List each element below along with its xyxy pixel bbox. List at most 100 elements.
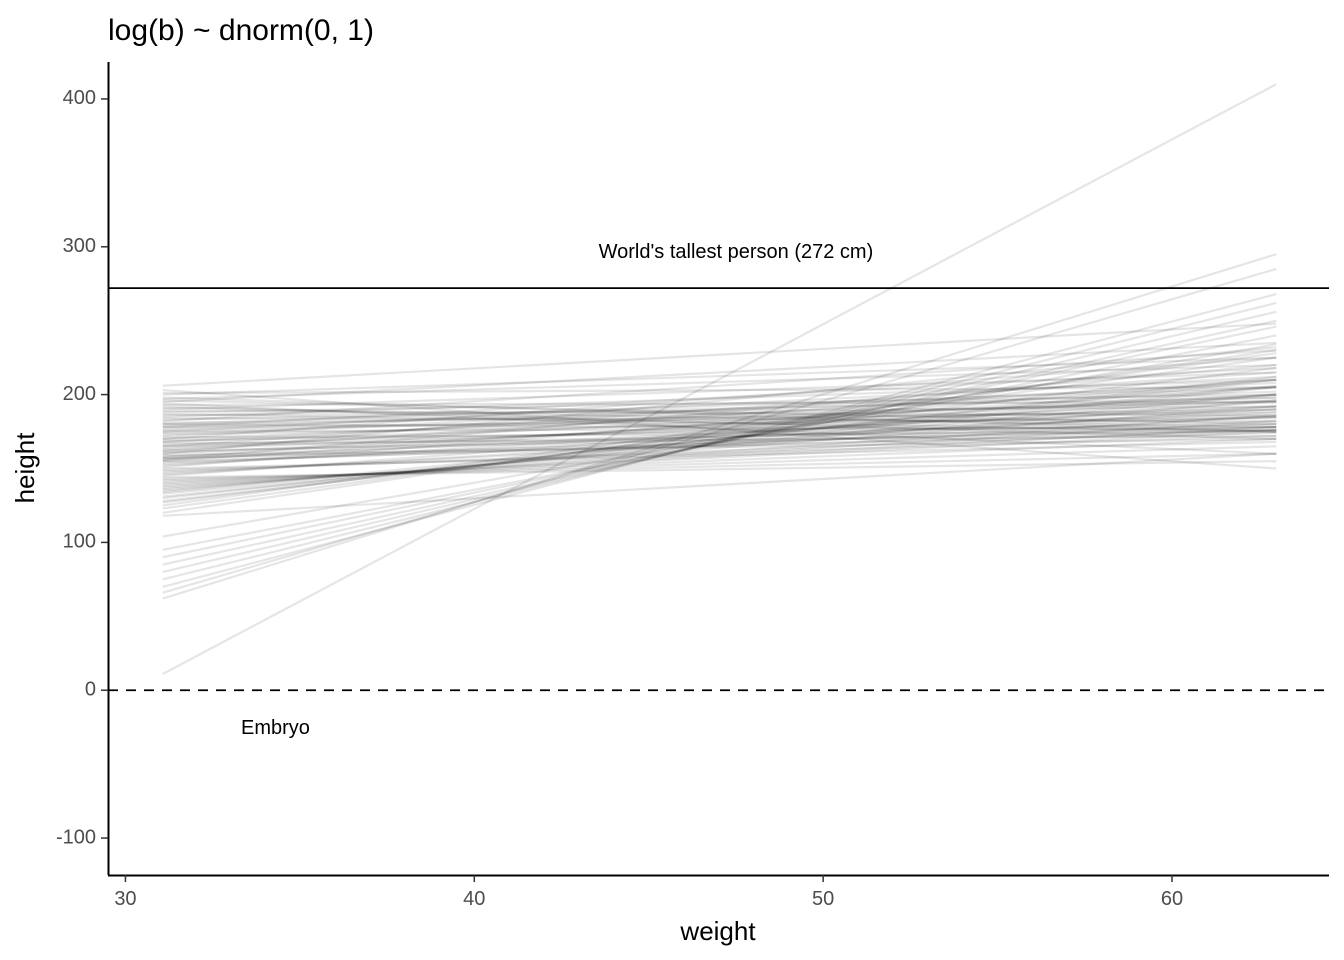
regression-line-35 — [162, 434, 1277, 472]
regression-line-62 — [162, 405, 1277, 443]
regression-line-83 — [162, 378, 1277, 418]
regression-line-27 — [162, 437, 1277, 483]
regression-line-53 — [162, 378, 1277, 452]
regression-line-94 — [162, 399, 1277, 426]
regression-line-11 — [162, 452, 1277, 517]
x-tick-label: 50 — [812, 888, 834, 910]
regression-line-80 — [162, 349, 1277, 423]
regression-line-18 — [162, 386, 1277, 498]
regression-line-91 — [162, 400, 1277, 407]
regression-line-96 — [162, 396, 1277, 433]
y-tick-label: 400 — [63, 87, 96, 109]
regression-line-20 — [162, 384, 1277, 494]
regression-line-67 — [162, 381, 1277, 438]
regression-line-16 — [162, 375, 1277, 503]
x-tick-label: 60 — [1161, 888, 1183, 910]
regression-line-87 — [162, 409, 1277, 417]
regression-line-6 — [162, 310, 1277, 574]
regression-line-89 — [162, 406, 1277, 429]
regression-line-41 — [162, 428, 1277, 463]
regression-line-66 — [162, 430, 1277, 439]
y-ticks: -100 0 100 200 300 400 — [56, 87, 108, 848]
regression-line-5 — [162, 301, 1277, 581]
regression-line-51 — [162, 399, 1277, 455]
regression-line-33 — [162, 415, 1277, 475]
regression-line-92 — [162, 402, 1277, 455]
regression-line-1 — [162, 83, 1277, 675]
regression-line-19 — [162, 393, 1277, 495]
regression-line-60 — [162, 434, 1277, 445]
regression-line-3 — [162, 267, 1277, 594]
regression-line-86 — [162, 393, 1277, 414]
regression-line-26 — [162, 430, 1277, 485]
chart-title: log(b) ~ dnorm(0, 1) — [108, 14, 374, 47]
regression-line-76 — [162, 400, 1277, 427]
reference-lines: World's tallest person (272 cm) Embryo — [108, 241, 1329, 739]
regression-line-43 — [162, 363, 1277, 461]
regression-line-23 — [162, 414, 1277, 489]
regression-line-45 — [162, 426, 1277, 460]
regression-line-38 — [162, 400, 1277, 467]
regression-line-10 — [162, 343, 1277, 538]
regression-line-59 — [162, 415, 1277, 446]
regression-line-70 — [162, 375, 1277, 433]
regression-line-88 — [162, 371, 1277, 411]
regression-line-85 — [162, 412, 1277, 433]
regression-line-17 — [162, 378, 1277, 500]
regression-line-100 — [162, 322, 1277, 387]
regression-line-47 — [162, 393, 1277, 458]
regression-line-24 — [162, 420, 1277, 488]
regression-line-42 — [162, 386, 1277, 463]
axes: -100 0 100 200 300 400 30 40 50 60 — [56, 62, 1329, 910]
regression-line-49 — [162, 437, 1277, 457]
regression-line-93 — [162, 341, 1277, 404]
tallest-label: World's tallest person (272 cm) — [599, 241, 874, 263]
regression-line-54 — [162, 428, 1277, 452]
regression-line-46 — [162, 431, 1277, 460]
regression-line-68 — [162, 414, 1277, 436]
regression-line-15 — [162, 366, 1277, 504]
regression-line-7 — [162, 319, 1277, 566]
regression-line-44 — [162, 405, 1277, 461]
regression-line-84 — [162, 405, 1277, 417]
regression-line-8 — [162, 325, 1277, 559]
x-tick-label: 40 — [463, 888, 485, 910]
regression-lines — [162, 83, 1277, 675]
y-tick-label: 200 — [63, 383, 96, 405]
regression-line-29 — [162, 452, 1277, 480]
regression-line-37 — [162, 378, 1277, 469]
y-tick-label: -100 — [56, 826, 96, 848]
regression-line-55 — [162, 408, 1277, 451]
regression-line-81 — [162, 396, 1277, 421]
regression-line-28 — [162, 445, 1277, 482]
regression-line-40 — [162, 423, 1277, 464]
x-axis-title: weight — [679, 916, 756, 946]
regression-line-99 — [162, 389, 1277, 470]
regression-line-74 — [162, 417, 1277, 429]
y-tick-label: 100 — [63, 531, 96, 553]
x-tick-label: 30 — [114, 888, 136, 910]
regression-line-13 — [162, 356, 1277, 510]
regression-line-48 — [162, 415, 1277, 458]
regression-line-58 — [162, 426, 1277, 448]
regression-line-12 — [162, 349, 1277, 514]
regression-line-64 — [162, 356, 1277, 441]
regression-line-78 — [162, 386, 1277, 426]
regression-line-50 — [162, 346, 1277, 455]
regression-line-2 — [162, 253, 1277, 600]
x-ticks: 30 40 50 60 — [114, 875, 1183, 910]
regression-line-61 — [162, 386, 1277, 443]
regression-line-82 — [162, 417, 1277, 423]
regression-line-63 — [162, 423, 1277, 442]
regression-line-69 — [162, 399, 1277, 435]
regression-line-30 — [162, 460, 1277, 479]
y-tick-label: 0 — [85, 679, 96, 701]
regression-line-9 — [162, 334, 1277, 551]
y-axis-title: height — [10, 432, 40, 504]
regression-line-36 — [162, 440, 1277, 470]
regression-line-25 — [162, 426, 1277, 486]
regression-line-22 — [162, 405, 1277, 491]
regression-line-39 — [162, 411, 1277, 466]
regression-line-21 — [162, 399, 1277, 492]
